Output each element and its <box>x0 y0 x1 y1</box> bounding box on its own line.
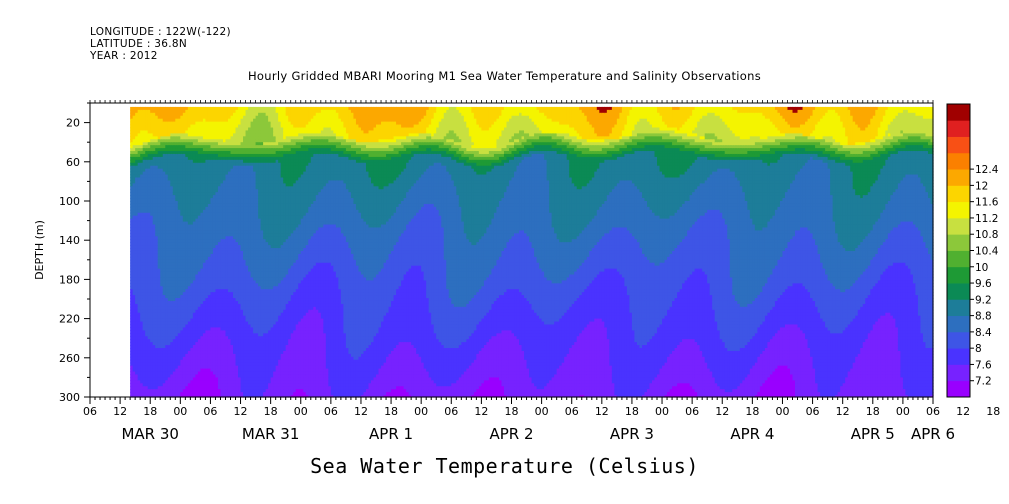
x-tick-label: 12 <box>836 405 850 418</box>
colorbar-label: 12.4 <box>975 164 999 176</box>
x-tick-label: 00 <box>655 405 669 418</box>
colorbar-cell <box>947 104 970 121</box>
x-tick-label: 18 <box>143 405 157 418</box>
colorbar-label: 11.2 <box>975 213 998 225</box>
y-tick-label: 220 <box>59 313 80 326</box>
x-tick-label: 18 <box>986 405 1000 418</box>
x-tick-label: 18 <box>866 405 880 418</box>
x-tick-label: 06 <box>806 405 820 418</box>
colorbar-cell <box>947 381 970 398</box>
colorbar-cell <box>947 364 970 381</box>
x-tick-label: 06 <box>203 405 217 418</box>
x-day-label: MAR 30 <box>121 425 178 443</box>
y-tick-label: 100 <box>59 195 80 208</box>
colorbar-label: 10.4 <box>975 246 999 258</box>
x-tick-label: 12 <box>354 405 368 418</box>
y-axis-label: DEPTH (m) <box>33 220 46 280</box>
colorbar-cell <box>947 185 970 202</box>
x-tick-label: 00 <box>294 405 308 418</box>
x-day-label: APR 2 <box>489 425 533 443</box>
x-day-label: APR 6 <box>911 425 955 443</box>
colorbar-label: 8.8 <box>975 311 992 323</box>
x-tick-label: 00 <box>775 405 789 418</box>
colorbar-cell <box>947 348 970 365</box>
x-tick-label: 06 <box>324 405 338 418</box>
x-tick-label: 06 <box>926 405 940 418</box>
x-tick-label: 18 <box>264 405 278 418</box>
colorbar-cell <box>947 137 970 154</box>
x-day-label: APR 5 <box>851 425 895 443</box>
x-day-label: APR 3 <box>610 425 654 443</box>
x-tick-label: 00 <box>896 405 910 418</box>
y-tick-label: 20 <box>66 117 80 130</box>
colorbar-label: 7.2 <box>975 376 992 388</box>
colorbar-cell <box>947 332 970 349</box>
colorbar-label: 9.2 <box>975 294 992 306</box>
x-tick-label: 12 <box>595 405 609 418</box>
colorbar-cell <box>947 153 970 170</box>
colorbar-label: 10 <box>975 262 988 274</box>
y-tick-label: 140 <box>59 234 80 247</box>
x-tick-label: 12 <box>113 405 127 418</box>
x-tick-label: 18 <box>384 405 398 418</box>
colorbar-label: 8 <box>975 343 982 355</box>
x-tick-label: 12 <box>715 405 729 418</box>
x-tick-label: 18 <box>505 405 519 418</box>
x-tick-label: 06 <box>685 405 699 418</box>
colorbar-cell <box>947 316 970 333</box>
colorbar-cell <box>947 283 970 300</box>
colorbar-label: 11.6 <box>975 197 999 209</box>
colorbar-cell <box>947 251 970 268</box>
y-tick-label: 260 <box>59 352 80 365</box>
x-tick-label: 00 <box>173 405 187 418</box>
colorbar-label: 8.4 <box>975 327 992 339</box>
x-tick-label: 18 <box>745 405 759 418</box>
x-day-label: APR 1 <box>369 425 413 443</box>
x-tick-label: 12 <box>234 405 248 418</box>
x-tick-label: 06 <box>83 405 97 418</box>
y-tick-label: 300 <box>59 391 80 404</box>
x-tick-label: 00 <box>535 405 549 418</box>
x-tick-label: 12 <box>474 405 488 418</box>
y-tick-label: 180 <box>59 273 80 286</box>
x-day-label: MAR 31 <box>242 425 299 443</box>
colorbar-cell <box>947 234 970 251</box>
x-tick-label: 06 <box>444 405 458 418</box>
x-day-label: APR 4 <box>730 425 774 443</box>
colorbar-cell <box>947 169 970 186</box>
colorbar-cell <box>947 299 970 316</box>
colorbar-label: 9.6 <box>975 278 992 290</box>
colorbar-cell <box>947 120 970 137</box>
colorbar-label: 12 <box>975 180 988 192</box>
colorbar-cell <box>947 202 970 219</box>
x-tick-label: 12 <box>956 405 970 418</box>
x-tick-label: 06 <box>565 405 579 418</box>
colorbar-cell <box>947 218 970 235</box>
heatmap-grid <box>130 107 933 398</box>
colorbar-cell <box>947 267 970 284</box>
y-tick-label: 60 <box>66 156 80 169</box>
x-tick-label: 18 <box>625 405 639 418</box>
colorbar-label: 10.8 <box>975 229 998 241</box>
x-tick-label: 00 <box>414 405 428 418</box>
colorbar-label: 7.6 <box>975 359 992 371</box>
